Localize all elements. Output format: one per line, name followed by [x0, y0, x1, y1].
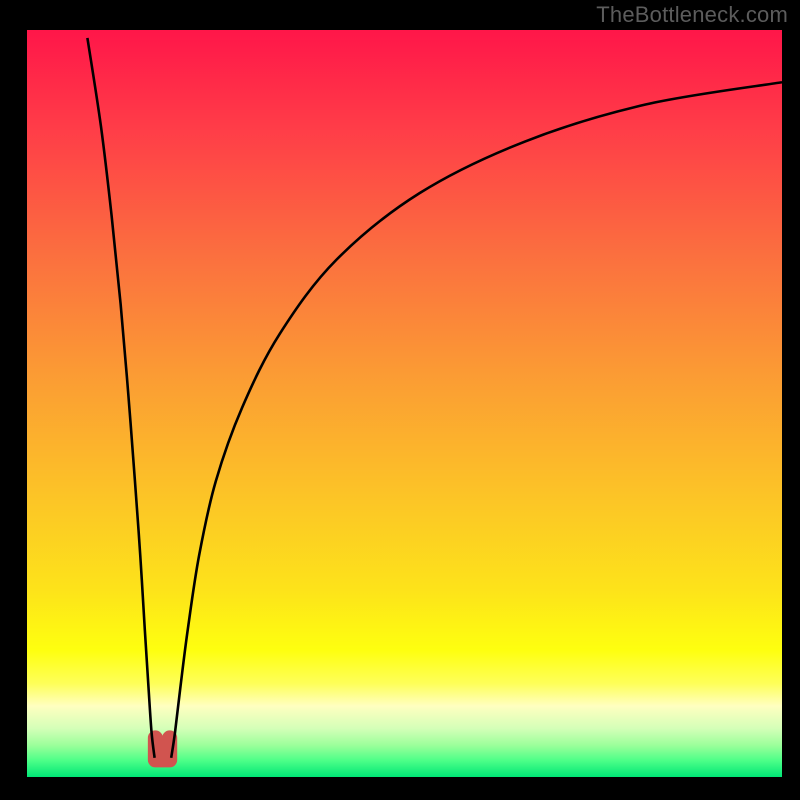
watermark-text: TheBottleneck.com — [596, 2, 788, 28]
chart-svg — [27, 30, 782, 777]
curve-right-branch — [171, 82, 782, 758]
cusp-segment — [155, 738, 169, 760]
curve-left-branch — [87, 38, 154, 758]
chart-plot-area — [27, 30, 782, 777]
stage: TheBottleneck.com — [0, 0, 800, 800]
